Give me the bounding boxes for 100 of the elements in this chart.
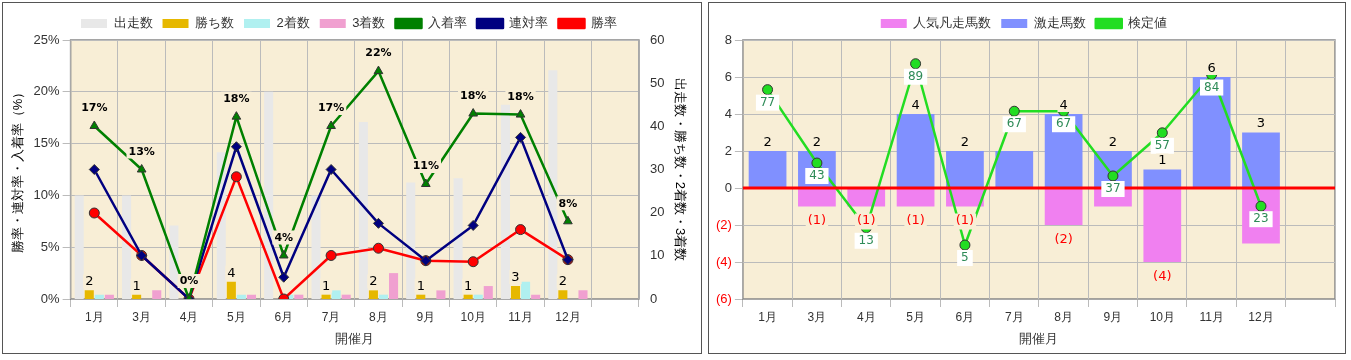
y2-tick-label: 30 (649, 161, 665, 177)
y-tick-label: 15% (33, 135, 61, 151)
data-label: 18% (507, 89, 534, 103)
y-tick-label: 10% (33, 186, 61, 202)
legend-label: 勝率 (590, 15, 617, 31)
data-label: (4) (1153, 267, 1172, 283)
legend-label: 人気凡走馬数 (913, 15, 992, 31)
x-tick-label: 8月 (369, 309, 388, 324)
data-label: 2 (960, 133, 970, 149)
data-label: 17% (81, 101, 108, 115)
data-label: 8% (558, 196, 578, 210)
data-label: 6 (1207, 59, 1216, 75)
y-axis-title: 勝率・連対率・入着率（%） (10, 85, 26, 254)
data-label: 3 (511, 268, 520, 284)
legend-label: 連対率 (509, 15, 549, 31)
y2-tick-label: 0 (649, 290, 658, 306)
x-tick-label: 6月 (274, 309, 294, 324)
data-label: 3 (1256, 115, 1266, 131)
legend-label: 激走馬数 (1033, 15, 1086, 31)
y-tick-label: 8 (724, 31, 732, 47)
y2-tick-label: 20 (649, 204, 665, 220)
data-label: (1) (857, 212, 876, 228)
data-label: 67 (1006, 116, 1022, 131)
x-tick-label: 9月 (1103, 309, 1123, 324)
x-tick-label: 5月 (906, 309, 925, 324)
data-label: 57 (1154, 137, 1170, 152)
data-label: 77 (759, 94, 776, 109)
data-label: 84 (1204, 79, 1220, 94)
x-tick-label: 12月 (555, 309, 581, 324)
x-tick-label: 6月 (955, 309, 975, 324)
data-label: 1 (132, 277, 141, 293)
x-tick-label: 11月 (1199, 309, 1224, 324)
data-label: 1 (464, 277, 473, 293)
data-label: 2 (1108, 133, 1118, 149)
x-tick-label: 9月 (416, 309, 436, 324)
x-tick-label: 3月 (807, 309, 827, 324)
y-tick-label: 0% (40, 290, 61, 306)
y-tick-label: (4) (716, 253, 732, 269)
x-tick-label: 1月 (84, 309, 104, 324)
legend-label: 入着率 (427, 15, 467, 31)
data-label: 13% (128, 144, 155, 158)
x-tick-label: 5月 (227, 309, 246, 324)
x-axis-title: 開催月 (1019, 330, 1059, 346)
y2-tick-label: 50 (649, 74, 665, 90)
x-tick-label: 10月 (460, 309, 486, 324)
data-label: 1 (416, 277, 425, 293)
y-tick-label: 0 (724, 179, 732, 195)
data-label: 2 (763, 133, 772, 149)
data-label: 17% (317, 101, 345, 115)
data-label: 2 (85, 273, 94, 289)
data-label: (1) (807, 212, 827, 228)
x-tick-label: 7月 (1004, 309, 1024, 324)
data-label: 4% (274, 230, 294, 244)
data-label: 18% (223, 92, 250, 106)
data-label: 2 (812, 133, 822, 149)
data-label: 4 (1059, 96, 1068, 112)
y2-tick-label: 60 (649, 31, 665, 47)
data-label: 67 (1055, 116, 1072, 131)
x-tick-label: 11月 (508, 309, 533, 324)
data-label: (2) (1054, 230, 1073, 246)
legend-label: 3着数 (352, 15, 386, 31)
x-axis-title: 開催月 (335, 330, 375, 346)
data-label: 22% (365, 46, 392, 60)
y2-tick-label: 10 (649, 247, 665, 263)
legend-label: 2着数 (276, 15, 310, 31)
data-label: (1) (906, 212, 925, 228)
data-label: 13 (858, 232, 874, 247)
x-tick-label: 4月 (179, 309, 199, 324)
data-label: 1 (321, 277, 331, 293)
legend-label: 勝ち数 (195, 15, 235, 31)
y-tick-label: (6) (716, 290, 732, 306)
data-label: 89 (907, 68, 924, 83)
y-tick-label: 6 (724, 68, 732, 84)
data-label: 11% (412, 159, 439, 173)
y-tick-label: 5% (40, 238, 61, 254)
y-tick-label: 2 (724, 142, 732, 158)
data-label: 0% (179, 274, 199, 288)
x-tick-label: 1月 (758, 309, 777, 324)
legend-label: 出走数 (113, 15, 153, 31)
data-label: 37 (1105, 181, 1121, 196)
data-label: 2 (369, 273, 378, 289)
y2-tick-label: 40 (649, 117, 665, 133)
x-tick-label: 10月 (1149, 309, 1175, 324)
x-tick-label: 8月 (1054, 309, 1073, 324)
data-label: 18% (460, 88, 487, 102)
y-tick-label: 4 (724, 105, 732, 121)
legend-label: 検定値 (1128, 15, 1168, 31)
data-label: 5 (961, 250, 969, 265)
data-label: 4 (911, 96, 920, 112)
x-tick-label: 4月 (856, 309, 876, 324)
data-label: 43 (809, 168, 825, 183)
data-label: 2 (558, 273, 568, 289)
y-tick-label: 20% (33, 83, 61, 99)
y-tick-label: 25% (33, 31, 61, 47)
x-tick-label: 3月 (132, 309, 151, 324)
data-label: (1) (955, 212, 975, 228)
y-tick-label: (2) (716, 216, 732, 232)
x-tick-label: 7月 (321, 309, 341, 324)
data-label: 1 (1158, 152, 1167, 168)
x-tick-label: 12月 (1248, 309, 1274, 324)
